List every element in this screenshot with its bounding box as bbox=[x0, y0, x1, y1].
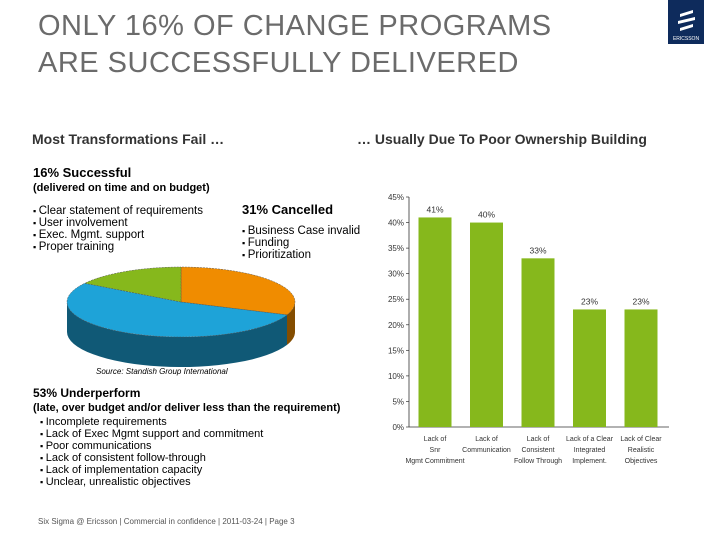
x-tick-label: Lack of Consistent Follow Through bbox=[514, 436, 562, 465]
y-tick-label: 45% bbox=[388, 193, 404, 202]
footer: Six Sigma @ Ericsson | Commercial in con… bbox=[38, 517, 295, 526]
x-tick-label: Lack of a Clear Integrated Implement. bbox=[566, 436, 614, 465]
bar-data-label: 41% bbox=[426, 204, 443, 214]
list-item: Incomplete requirements bbox=[40, 416, 263, 428]
y-tick-label: 5% bbox=[392, 397, 404, 406]
bar bbox=[418, 217, 452, 427]
pie-slice-successful bbox=[83, 266, 182, 303]
cancelled-heading: 31% Cancelled bbox=[242, 202, 334, 217]
y-tick-label: 0% bbox=[392, 423, 404, 432]
pie-slice-side bbox=[67, 302, 287, 367]
underperform-sub: (late, over budget and/or deliver less t… bbox=[33, 402, 341, 414]
y-tick-label: 30% bbox=[388, 270, 404, 279]
list-item: Exec. Mgmt. support bbox=[33, 229, 203, 241]
bar-chart: 0% 5% 10% 15% 20% 25% 30% 35% 40% 45% 41% Lack of Sn… bbox=[388, 193, 669, 465]
list-item: User involvement bbox=[33, 217, 203, 229]
cancelled-list: Business Case invalid Funding Prioritiza… bbox=[242, 225, 361, 261]
bar-data-label: 23% bbox=[581, 296, 598, 306]
list-item: Prioritization bbox=[242, 249, 360, 261]
underperform-list: Incomplete requirements Lack of Exec Mgm… bbox=[40, 416, 264, 488]
bar-data-label: 33% bbox=[529, 245, 546, 255]
svg-text:ERICSSON: ERICSSON bbox=[673, 36, 700, 42]
y-tick-label: 20% bbox=[388, 321, 404, 330]
bar bbox=[521, 258, 555, 427]
successful-list: Clear statement of requirements User inv… bbox=[33, 205, 203, 253]
successful-heading: 16% Successful bbox=[33, 165, 132, 180]
successful-sub: (delivered on time and on budget) bbox=[33, 182, 210, 194]
pie-chart bbox=[66, 266, 296, 367]
title-line: Only 16% of change programs bbox=[38, 10, 552, 42]
list-item: Clear statement of requirements bbox=[33, 205, 203, 217]
bar-data-label: 40% bbox=[478, 210, 495, 220]
list-item: Proper training bbox=[33, 241, 203, 253]
pie-slice-side bbox=[286, 302, 295, 345]
list-item: Funding bbox=[242, 237, 360, 249]
bar bbox=[470, 222, 503, 427]
y-tick-label: 40% bbox=[388, 219, 404, 228]
x-tick-label: Lack of Clear Realistic Objectives bbox=[620, 436, 662, 465]
pie-slice-underperform bbox=[66, 282, 288, 338]
pie-slice-cancelled bbox=[180, 266, 296, 316]
underperform-heading: 53% Underperform bbox=[33, 386, 141, 400]
bar-data-label: 23% bbox=[632, 296, 649, 306]
slide-title: Only 16% of change programs are successf… bbox=[38, 8, 552, 82]
title-line: are successfully delivered bbox=[38, 47, 519, 79]
bar bbox=[624, 309, 658, 427]
list-item: Lack of Exec Mgmt support and commitment bbox=[40, 428, 264, 440]
ericsson-logo-icon: ERICSSON bbox=[673, 10, 700, 42]
x-tick-label: Lack of Snr Mgmt Commitment bbox=[405, 436, 464, 465]
y-tick-label: 25% bbox=[388, 295, 404, 304]
list-item: Lack of consistent follow-through bbox=[40, 452, 263, 464]
y-tick-label: 10% bbox=[388, 372, 404, 381]
right-header: … Usually Due To Poor Ownership Building bbox=[357, 131, 647, 147]
list-item: Poor communications bbox=[40, 440, 263, 452]
ericsson-logo: ERICSSON bbox=[668, 0, 704, 44]
list-item: Unclear, unrealistic objectives bbox=[40, 476, 263, 488]
list-item: Business Case invalid bbox=[242, 225, 361, 237]
source-note: Source: Standish Group International bbox=[96, 367, 228, 376]
y-tick-label: 15% bbox=[388, 346, 404, 355]
y-tick-label: 35% bbox=[388, 244, 404, 253]
left-header: Most Transformations Fail … bbox=[32, 131, 225, 147]
bar bbox=[573, 309, 606, 427]
x-tick-label: Lack of Communication bbox=[462, 436, 511, 454]
list-item: Lack of implementation capacity bbox=[40, 464, 263, 476]
